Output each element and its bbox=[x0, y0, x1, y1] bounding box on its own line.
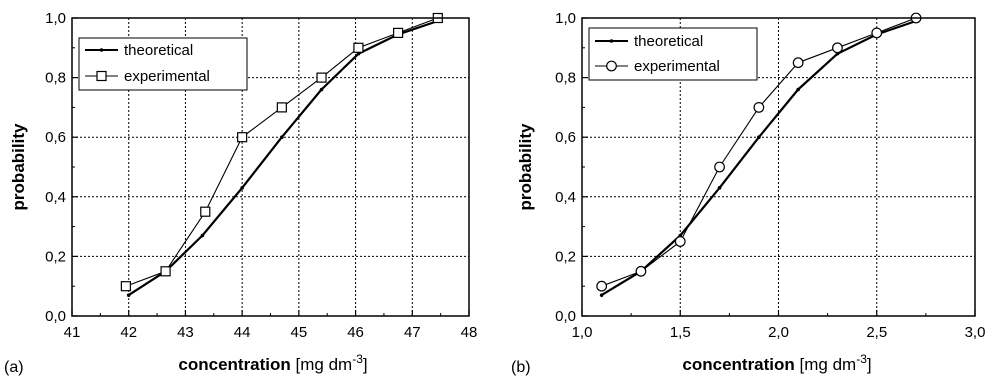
x-tick-label: 2,5 bbox=[866, 324, 887, 341]
x-axis-label-b-main: concentration bbox=[682, 355, 794, 374]
data-point-experimental bbox=[674, 236, 686, 247]
data-point-theoretical bbox=[757, 135, 761, 139]
x-tick-label: 46 bbox=[347, 324, 364, 341]
x-tick-labels-b: 1,0 1,5 2,0 2,5 3,0 bbox=[572, 324, 986, 341]
legend-theoretical-swatch-a bbox=[85, 48, 118, 52]
y-tick-label: 0,4 bbox=[45, 189, 66, 206]
data-point-experimental bbox=[276, 102, 287, 113]
data-point-theoretical bbox=[319, 87, 324, 92]
legend-b: theoretical experimental bbox=[588, 27, 758, 81]
x-axis-unit-a-suffix: ] bbox=[363, 355, 368, 374]
data-point-experimental bbox=[393, 27, 404, 38]
chart-b: 0,0 0,2 0,4 0,6 0,8 1,0 1,0 1,5 2,0 2,5 3,0 theor… bbox=[511, 10, 985, 376]
data-point-theoretical bbox=[200, 233, 205, 238]
x-axis-unit-a-prefix: [mg dm bbox=[291, 355, 352, 374]
x-axis-unit-b-suffix: ] bbox=[867, 355, 872, 374]
x-axis-label-a: concentration [mg dm-3] bbox=[178, 352, 367, 374]
x-tick-label: 41 bbox=[64, 324, 81, 341]
x-tick-label: 1,5 bbox=[670, 324, 691, 341]
legend-theoretical-label-b: theoretical bbox=[634, 33, 703, 50]
data-point-experimental bbox=[237, 132, 248, 143]
x-axis-unit-b-exp: -3 bbox=[856, 352, 867, 366]
y-tick-label: 0,6 bbox=[45, 129, 66, 146]
data-point-experimental bbox=[871, 27, 883, 39]
y-tick-label: 0,8 bbox=[45, 70, 66, 87]
legend-box-a bbox=[78, 37, 248, 91]
data-point-experimental bbox=[120, 281, 131, 292]
data-point-experimental bbox=[316, 72, 327, 83]
x-tick-labels-a: 41 42 43 44 45 46 47 48 bbox=[64, 324, 478, 341]
data-point-theoretical bbox=[280, 135, 284, 139]
x-tick-label: 48 bbox=[461, 324, 478, 341]
y-tick-label: 1,0 bbox=[45, 10, 66, 27]
x-axis-label-a-main: concentration bbox=[178, 355, 290, 374]
y-axis-label-b: probability bbox=[516, 123, 535, 210]
data-point-experimental bbox=[160, 266, 171, 277]
x-tick-label: 42 bbox=[120, 324, 137, 341]
x-tick-label: 47 bbox=[404, 324, 421, 341]
x-tick-label: 44 bbox=[234, 324, 251, 341]
legend-experimental-swatch-b bbox=[595, 60, 628, 72]
legend-experimental-swatch-a bbox=[85, 70, 118, 82]
y-tick-label: 0,2 bbox=[555, 248, 576, 265]
x-tick-label: 43 bbox=[177, 324, 194, 341]
y-tick-label: 0,0 bbox=[555, 308, 576, 325]
x-tick-label: 3,0 bbox=[965, 324, 986, 341]
legend-experimental-label-a: experimental bbox=[124, 68, 210, 85]
x-axis-label-b: concentration [mg dm-3] bbox=[682, 352, 871, 374]
legend-theoretical-label-a: theoretical bbox=[124, 42, 193, 59]
legend-theoretical-swatch-b bbox=[595, 39, 628, 43]
data-point-theoretical bbox=[240, 186, 244, 190]
panel-label-a: (a) bbox=[4, 359, 24, 376]
data-point-theoretical bbox=[717, 186, 722, 190]
data-point-experimental bbox=[596, 280, 608, 292]
panel-label-b: (b) bbox=[511, 359, 531, 376]
data-point-experimental bbox=[635, 265, 647, 277]
y-tick-labels-b: 0,0 0,2 0,4 0,6 0,8 1,0 bbox=[555, 10, 576, 325]
series-b bbox=[596, 12, 922, 297]
x-tick-label: 2,0 bbox=[768, 324, 789, 341]
data-point-experimental bbox=[753, 101, 765, 113]
data-point-theoretical bbox=[599, 293, 604, 297]
y-tick-label: 0,6 bbox=[555, 129, 576, 146]
y-tick-label: 1,0 bbox=[555, 10, 576, 27]
x-tick-label: 1,0 bbox=[572, 324, 593, 341]
legend-a: theoretical experimental bbox=[78, 37, 248, 91]
chart-a: 0,0 0,2 0,4 0,6 0,8 1,0 41 42 43 44 45 46 47 48 theo… bbox=[4, 10, 477, 376]
legend-box-b bbox=[588, 27, 758, 81]
data-point-theoretical bbox=[796, 87, 800, 92]
y-tick-label: 0,8 bbox=[555, 70, 576, 87]
y-axis-label-a: probability bbox=[9, 123, 28, 210]
data-point-theoretical bbox=[126, 293, 131, 297]
data-point-experimental bbox=[714, 161, 725, 173]
y-tick-labels-a: 0,0 0,2 0,4 0,6 0,8 1,0 bbox=[45, 10, 66, 325]
y-tick-label: 0,0 bbox=[45, 308, 66, 325]
x-axis-unit-a-exp: -3 bbox=[352, 352, 363, 366]
y-tick-label: 0,4 bbox=[555, 189, 576, 206]
data-point-experimental bbox=[832, 42, 843, 54]
y-tick-label: 0,2 bbox=[45, 248, 66, 265]
x-tick-label: 45 bbox=[291, 324, 308, 341]
series-a bbox=[120, 12, 443, 297]
plot-frame-a bbox=[71, 17, 470, 317]
legend-experimental-label-b: experimental bbox=[634, 58, 720, 75]
x-axis-unit-b-prefix: [mg dm bbox=[795, 355, 856, 374]
data-point-experimental bbox=[792, 57, 804, 69]
data-point-experimental bbox=[200, 206, 211, 217]
data-point-experimental bbox=[353, 42, 364, 53]
grid-b bbox=[582, 18, 975, 316]
plot-frame-b bbox=[581, 17, 976, 317]
